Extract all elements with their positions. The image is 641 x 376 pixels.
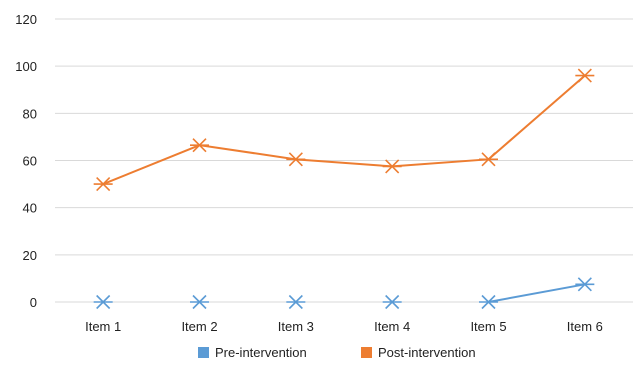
x-tick-label: Item 6 — [567, 319, 603, 334]
y-tick-label: 20 — [23, 248, 37, 263]
x-tick-label: Item 3 — [278, 319, 314, 334]
data-point — [286, 152, 306, 167]
data-point — [575, 277, 595, 292]
data-point — [382, 159, 402, 174]
legend-label: Pre-intervention — [215, 345, 307, 360]
legend-swatch — [361, 347, 372, 358]
x-tick-label: Item 1 — [85, 319, 121, 334]
series-line-segment — [488, 283, 586, 303]
gridlines — [55, 18, 633, 303]
legend-item-1: Post-intervention — [361, 345, 476, 360]
series-line — [102, 74, 586, 186]
y-tick-label: 0 — [30, 295, 37, 310]
x-tick-label: Item 2 — [181, 319, 217, 334]
y-tick-label: 60 — [23, 154, 37, 169]
data-point — [93, 294, 113, 310]
legend-label: Post-intervention — [378, 345, 476, 360]
legend: Pre-intervention Post-intervention — [198, 345, 476, 360]
legend-swatch — [198, 347, 209, 358]
data-point — [575, 68, 595, 83]
legend-item-0: Pre-intervention — [198, 345, 307, 360]
data-point — [93, 177, 113, 192]
data-point — [286, 294, 306, 310]
y-tick-label: 80 — [23, 106, 37, 121]
y-tick-label: 120 — [15, 12, 37, 27]
x-tick-label: Item 5 — [470, 319, 506, 334]
data-point — [479, 152, 498, 167]
y-tick-label: 40 — [23, 201, 37, 216]
data-point — [190, 294, 209, 310]
data-point — [382, 294, 402, 310]
x-tick-label: Item 4 — [374, 319, 410, 334]
y-tick-label: 100 — [15, 59, 37, 74]
y-axis: 0 20 40 60 80 100 120 — [15, 12, 37, 310]
x-axis: Item 1 Item 2 Item 3 Item 4 Item 5 Item 6 — [85, 319, 603, 334]
series-0 — [93, 277, 595, 310]
series-layer — [93, 68, 595, 310]
data-point — [190, 138, 209, 153]
series-1 — [93, 68, 595, 192]
data-point — [479, 294, 498, 310]
